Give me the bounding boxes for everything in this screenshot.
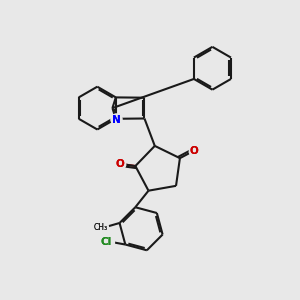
Text: Cl: Cl xyxy=(101,237,112,247)
Text: N: N xyxy=(112,115,121,125)
Text: O: O xyxy=(116,159,124,169)
Text: Cl: Cl xyxy=(101,237,112,247)
Text: O: O xyxy=(189,146,198,156)
Text: O: O xyxy=(189,146,198,156)
Text: O: O xyxy=(116,159,124,169)
Text: CH₃: CH₃ xyxy=(94,223,108,232)
Text: N: N xyxy=(112,115,121,125)
Text: CH₃: CH₃ xyxy=(94,223,108,232)
